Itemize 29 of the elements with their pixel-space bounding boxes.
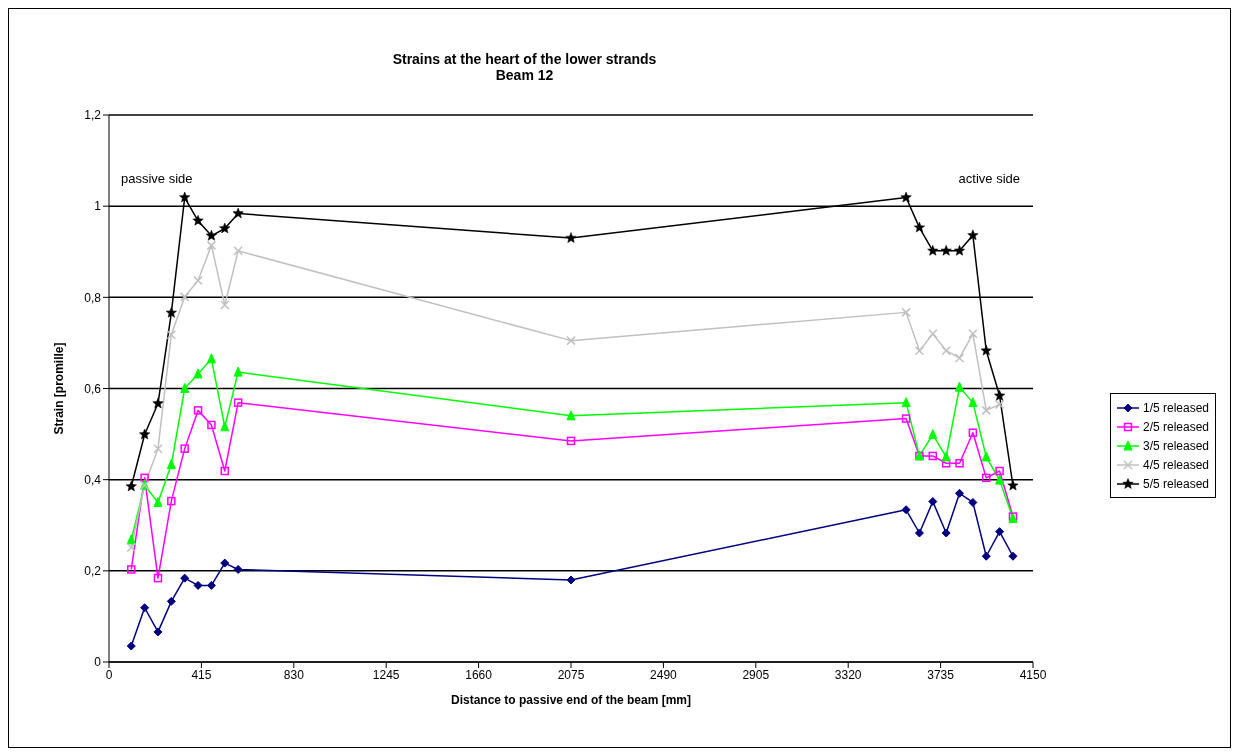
x-tick-label: 3735 <box>927 667 955 682</box>
y-tick-label: 0,2 <box>84 564 102 579</box>
x-tick-label: 415 <box>191 667 212 682</box>
x-tick-label: 1245 <box>372 667 400 682</box>
legend-label: 3/5 released <box>1142 438 1209 453</box>
y-tick-label: 1 <box>94 199 102 214</box>
x-tick-label: 4150 <box>1019 667 1047 682</box>
annotation: active side <box>958 171 1020 186</box>
legend-label: 1/5 released <box>1142 400 1209 415</box>
x-tick-label: 2905 <box>742 667 770 682</box>
chart-subtitle: Beam 12 <box>494 67 555 83</box>
y-tick-label: 0,4 <box>84 472 102 487</box>
x-tick-label: 2075 <box>557 667 585 682</box>
x-tick-label: 0 <box>105 667 113 682</box>
x-tick-label: 3320 <box>834 667 862 682</box>
x-tick-label: 2490 <box>650 667 678 682</box>
chart-title: Strains at the heart of the lower strands <box>391 51 658 67</box>
legend-label: 5/5 released <box>1142 476 1209 491</box>
y-tick-label: 1,2 <box>84 108 102 123</box>
y-tick-label: 0,8 <box>84 290 102 305</box>
y-tick-label: 0,6 <box>84 381 102 396</box>
y-axis-title: Strain [promille] <box>52 342 67 435</box>
x-tick-label: 830 <box>283 667 305 682</box>
x-tick-label: 1660 <box>465 667 493 682</box>
y-tick-label: 0 <box>94 655 102 670</box>
legend-label: 4/5 released <box>1142 457 1209 472</box>
x-axis-title: Distance to passive end of the beam [mm] <box>450 693 692 707</box>
annotation: passive side <box>121 171 193 186</box>
legend-label: 2/5 released <box>1142 419 1209 434</box>
